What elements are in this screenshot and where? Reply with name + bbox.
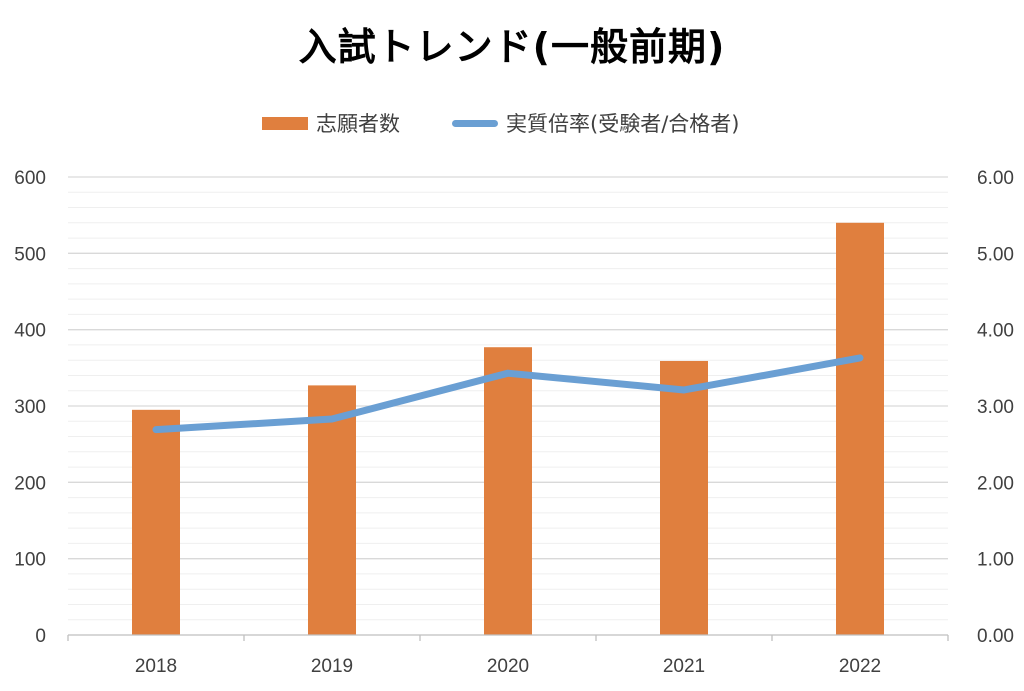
bar-2021 [660,360,708,635]
bar-2022 [836,222,884,636]
x-tick-label: 2020 [487,656,529,677]
right-y-tick-label: 1.00 [977,550,1014,571]
legend-swatch-applicants [262,116,308,130]
x-tick-label: 2021 [663,656,705,677]
legend-label-ratio: 実質倍率(受験者/合格者) [506,112,740,136]
tick-labels: 0 100 200 300 400 500 600 0.00 1.00 2.00 3.00 4.00 5… [14,168,1014,677]
left-y-tick-label: 0 [35,626,46,647]
left-y-tick-label: 100 [14,550,46,571]
legend-item-applicants: 志願者数 [262,108,400,138]
right-y-tick-label: 0.00 [977,626,1014,647]
chart-title: 入試トレンド(一般前期) [298,25,726,69]
x-tick-label: 2019 [311,656,353,677]
bar-series [132,222,884,636]
right-y-tick-label: 2.00 [977,473,1014,494]
x-tick-label: 2022 [839,656,881,677]
legend-swatch-ratio [452,119,498,127]
right-y-tick-label: 6.00 [977,168,1014,189]
right-y-tick-label: 3.00 [977,397,1014,418]
bar-2019 [308,385,356,635]
legend-label-applicants: 志願者数 [316,112,400,136]
bar-2020 [484,347,532,635]
right-y-tick-label: 4.00 [977,321,1014,342]
left-y-tick-label: 400 [14,321,46,342]
left-y-tick-label: 200 [14,473,46,494]
left-y-tick-label: 300 [14,397,46,418]
left-y-tick-label: 600 [14,168,46,189]
legend: 志願者数 実質倍率(受験者/合格者) [0,108,1024,138]
bar-2018 [132,409,180,635]
left-y-tick-label: 500 [14,244,46,265]
x-axis [67,634,949,641]
legend-item-ratio: 実質倍率(受験者/合格者) [452,108,739,138]
line-series [152,354,864,434]
right-y-tick-label: 5.00 [977,244,1014,265]
x-tick-label: 2018 [135,656,177,677]
